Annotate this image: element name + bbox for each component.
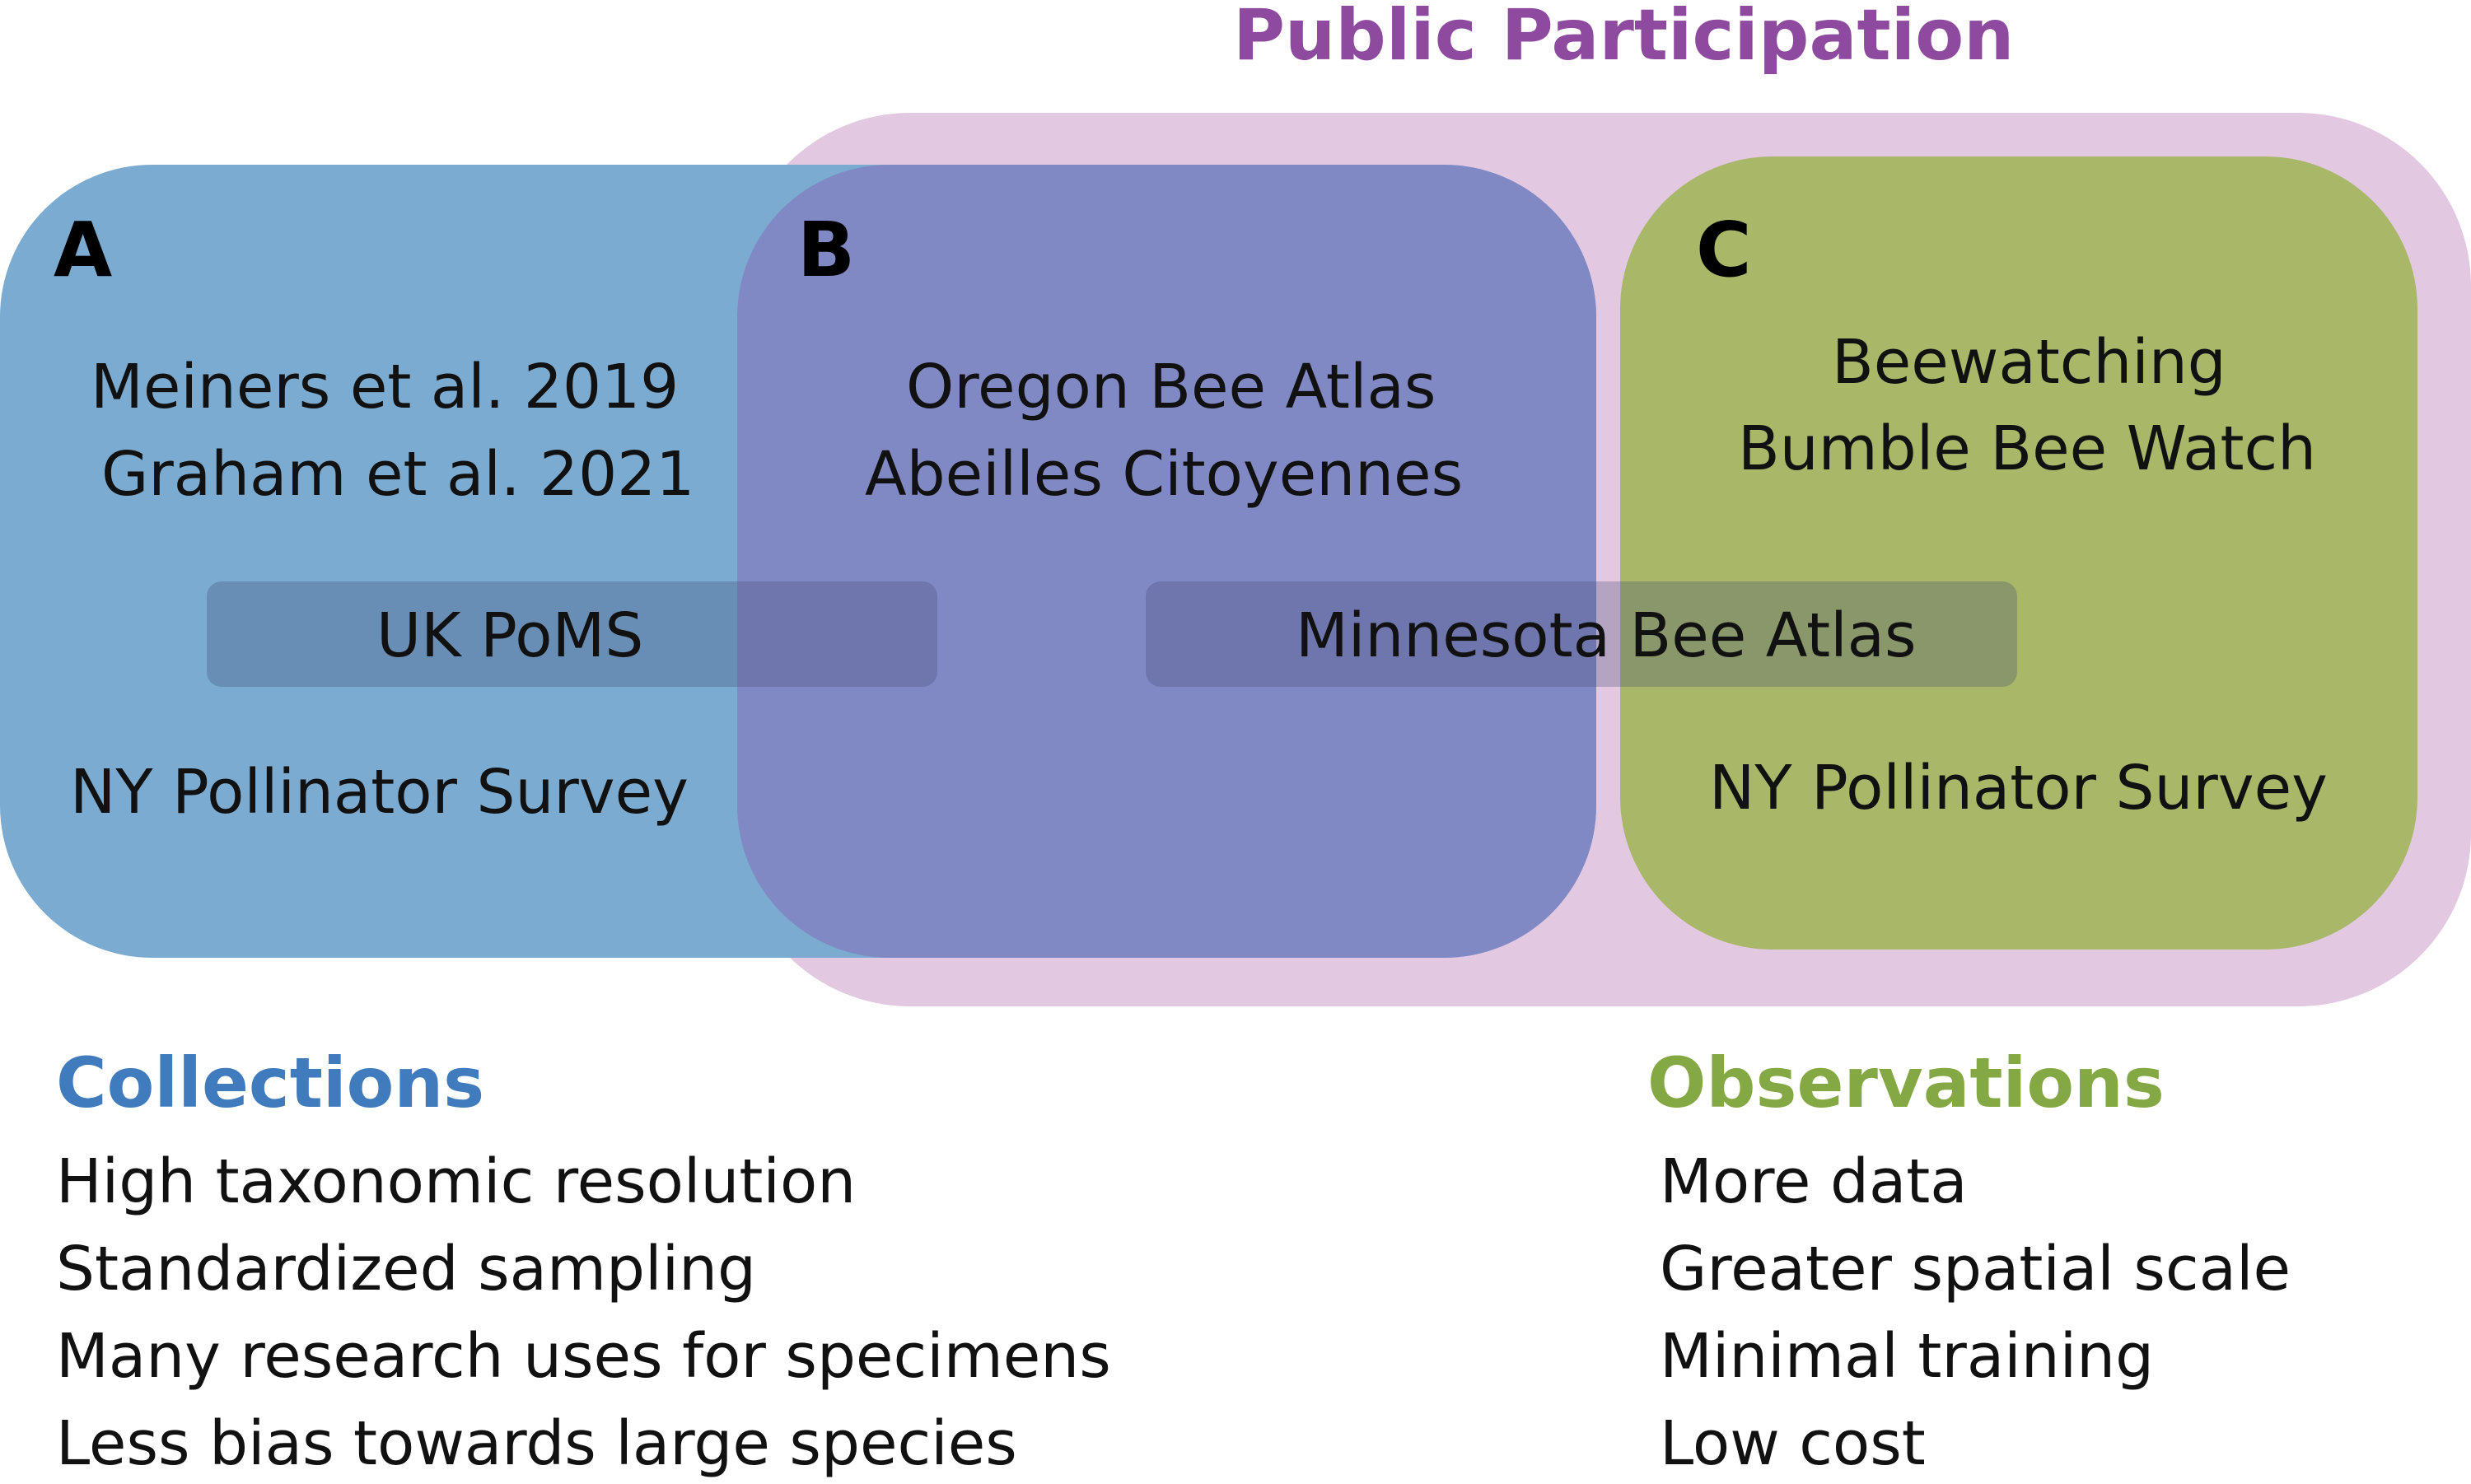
observations-list-item: Greater spatial scale — [1660, 1234, 2291, 1304]
observations-region — [1620, 156, 2417, 950]
region-b-item: Abeilles Citoyennes — [865, 439, 1464, 510]
span-bar-uk-poms — [207, 581, 937, 687]
collections-list-item: Standardized sampling — [56, 1234, 757, 1304]
region-c-item: Bumble Bee Watch — [1738, 413, 2317, 484]
region-a-item: Meiners et al. 2019 — [91, 352, 680, 422]
region-c-bottom-item: NY Pollinator Survey — [1709, 753, 2328, 824]
collections-list-item: Many research uses for specimens — [56, 1321, 1111, 1392]
collections-heading: Collections — [56, 1043, 485, 1123]
collections-list-item: High taxonomic resolution — [56, 1146, 857, 1217]
region-a-bottom-item: NY Pollinator Survey — [70, 757, 689, 828]
span-bar-minnesota — [1146, 581, 2017, 687]
region-b-item: Oregon Bee Atlas — [906, 352, 1436, 422]
span-label-uk-poms: UK PoMS — [376, 600, 644, 671]
observations-list-item: More data — [1660, 1146, 1968, 1217]
region-c-item: Beewatching — [1832, 327, 2226, 398]
diagram-title: Public Participation — [1233, 0, 2015, 77]
region-letter-b: B — [797, 206, 856, 294]
collections-list-item: Less bias towards large species — [56, 1408, 1017, 1479]
observations-heading: Observations — [1647, 1043, 2165, 1123]
region-a-item: Graham et al. 2021 — [101, 439, 695, 510]
observations-list-item: Low cost — [1660, 1408, 1926, 1479]
region-letter-c: C — [1696, 206, 1752, 294]
overlap-region-b — [737, 165, 1596, 958]
region-letter-a: A — [54, 206, 113, 294]
span-label-minnesota: Minnesota Bee Atlas — [1296, 600, 1917, 671]
observations-list-item: Minimal training — [1660, 1321, 2155, 1392]
